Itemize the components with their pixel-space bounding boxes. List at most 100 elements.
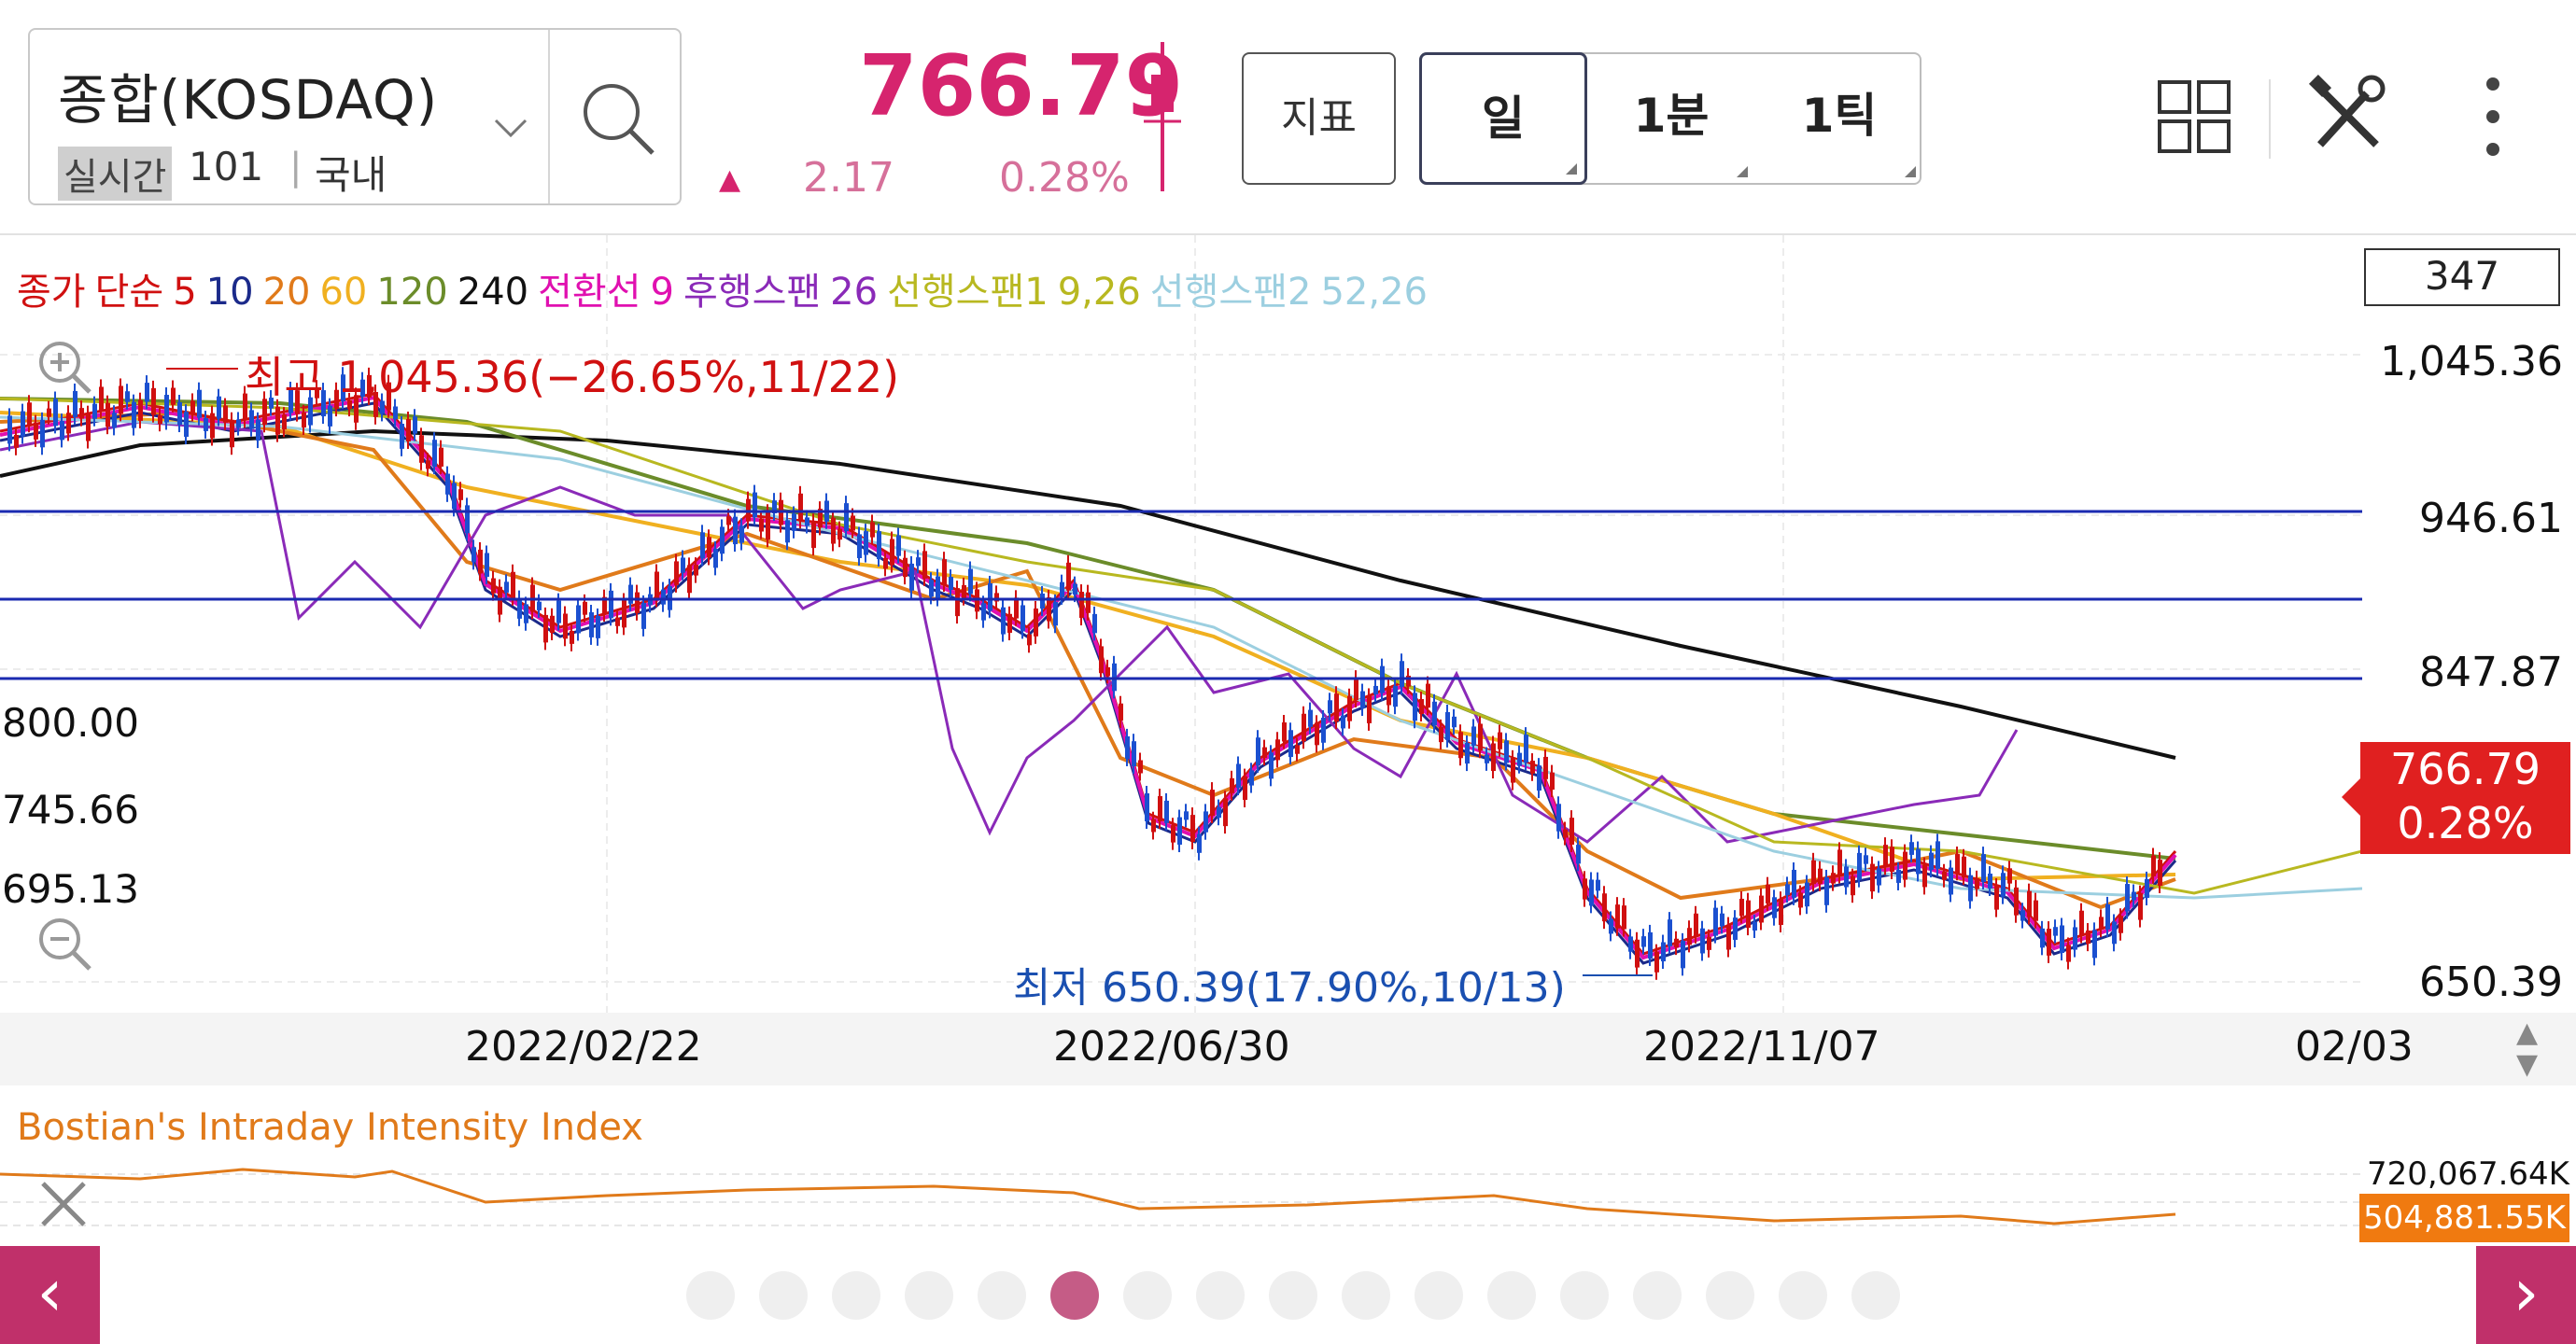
candle-body [197, 389, 202, 418]
candle-body [1053, 601, 1058, 626]
close-icon[interactable] [37, 1178, 90, 1230]
sub-indicator-line [0, 1168, 2176, 1225]
tools-icon[interactable] [2306, 75, 2390, 159]
candle-body [1818, 868, 1823, 885]
ma20-line [0, 410, 2176, 910]
candle-body [922, 551, 927, 579]
page-dot[interactable] [1196, 1271, 1245, 1320]
page-dot[interactable] [1779, 1271, 1827, 1320]
candle-body [1922, 864, 1927, 888]
period-day-button[interactable]: 일 [1419, 52, 1587, 185]
page-dot[interactable] [1123, 1271, 1172, 1320]
prev-page-button[interactable]: ‹ [0, 1246, 100, 1344]
period-1tick-button[interactable]: 1틱 [1755, 52, 1923, 185]
candle-count[interactable]: 347 [2364, 248, 2560, 306]
candle-body [1877, 868, 1881, 886]
candle-body [726, 516, 731, 525]
page-dot[interactable] [1050, 1271, 1099, 1320]
candle-body [1262, 747, 1267, 759]
candle-body [674, 561, 679, 585]
page-dot[interactable] [832, 1271, 880, 1320]
candle-body [537, 601, 542, 610]
index-selector[interactable]: 종합(KOSDAQ) 실시간 101 | 국내 [28, 28, 682, 205]
candle-body [1439, 726, 1443, 743]
indicator-button[interactable]: 지표 [1242, 52, 1396, 185]
candle-body [792, 513, 796, 531]
candle-body [445, 473, 450, 495]
candle-body [1426, 683, 1430, 708]
page-dot[interactable] [1706, 1271, 1754, 1320]
candle-body [1413, 693, 1417, 721]
candle-body [1387, 686, 1391, 706]
chevron-down-icon[interactable] [492, 109, 529, 147]
candle-body [1726, 924, 1731, 950]
candle-body [694, 565, 698, 576]
candle-body [681, 557, 685, 573]
more-options-icon[interactable] [2479, 75, 2507, 159]
candle-body [1288, 730, 1293, 758]
candle-body [1007, 613, 1012, 634]
candle-body [1543, 756, 1548, 779]
page-dot[interactable] [1851, 1271, 1900, 1320]
candle-body [1295, 745, 1300, 754]
candle-body [1556, 804, 1561, 832]
candle-body [360, 379, 365, 397]
zoom-in-icon[interactable] [35, 338, 95, 398]
candle-body [112, 413, 117, 428]
candle-body [583, 601, 587, 615]
page-dot[interactable] [1269, 1271, 1317, 1320]
legend-item: 9,26 [1057, 271, 1141, 314]
candle-body [1733, 917, 1738, 940]
candle-body [504, 581, 509, 593]
candle-body [2040, 928, 2045, 948]
candle-body [602, 596, 607, 615]
candle-body [1158, 796, 1162, 821]
page-dot[interactable] [686, 1271, 735, 1320]
zoom-out-icon[interactable] [35, 915, 95, 974]
candle-body [1230, 777, 1234, 793]
candle-body [1929, 852, 1934, 871]
page-dot[interactable] [1560, 1271, 1609, 1320]
candle-body [1223, 798, 1228, 827]
sub-indicator-chart[interactable] [0, 1085, 2362, 1246]
next-page-button[interactable]: › [2476, 1246, 2576, 1344]
candle-body [1668, 919, 1672, 946]
candle-body [190, 400, 195, 414]
candle-body [2138, 892, 2143, 920]
index-name[interactable]: 종합(KOSDAQ) [58, 68, 439, 132]
candle-body [465, 505, 470, 534]
page-dot[interactable] [978, 1271, 1026, 1320]
price-chart[interactable] [0, 235, 2362, 1013]
page-dot[interactable] [1342, 1271, 1390, 1320]
legend-item: 전환선 [538, 271, 641, 314]
page-dot[interactable] [759, 1271, 808, 1320]
candle-body [1517, 752, 1522, 766]
legend-item: 5 [173, 271, 197, 314]
candle-body [739, 525, 744, 543]
page-dot[interactable] [1633, 1271, 1682, 1320]
page-dot[interactable] [905, 1271, 953, 1320]
candle-body [994, 593, 999, 602]
candle-body [400, 423, 404, 449]
candle-body [968, 568, 973, 595]
candle-body [1583, 878, 1587, 900]
period-1min-button[interactable]: 1분 [1587, 52, 1755, 185]
candle-body [1615, 904, 1620, 929]
page-dot[interactable] [1415, 1271, 1463, 1320]
search-button[interactable] [548, 30, 685, 203]
candle-body [615, 617, 620, 626]
layout-grid-icon[interactable] [2157, 79, 2231, 154]
candle-body [1321, 717, 1326, 743]
axis-scroll-icon[interactable]: ▲ ▼ [2516, 1016, 2539, 1081]
candle-body [877, 531, 881, 560]
candle-body [1471, 726, 1476, 746]
candle-body [988, 582, 992, 611]
candle-body [2007, 868, 2012, 884]
candle-body [2119, 916, 2123, 933]
candle-body [916, 557, 921, 567]
page-dot[interactable] [1487, 1271, 1536, 1320]
candle-body [1746, 900, 1751, 929]
candle-body [2099, 917, 2104, 931]
candle-body [838, 528, 842, 540]
candle-body [1674, 938, 1679, 948]
